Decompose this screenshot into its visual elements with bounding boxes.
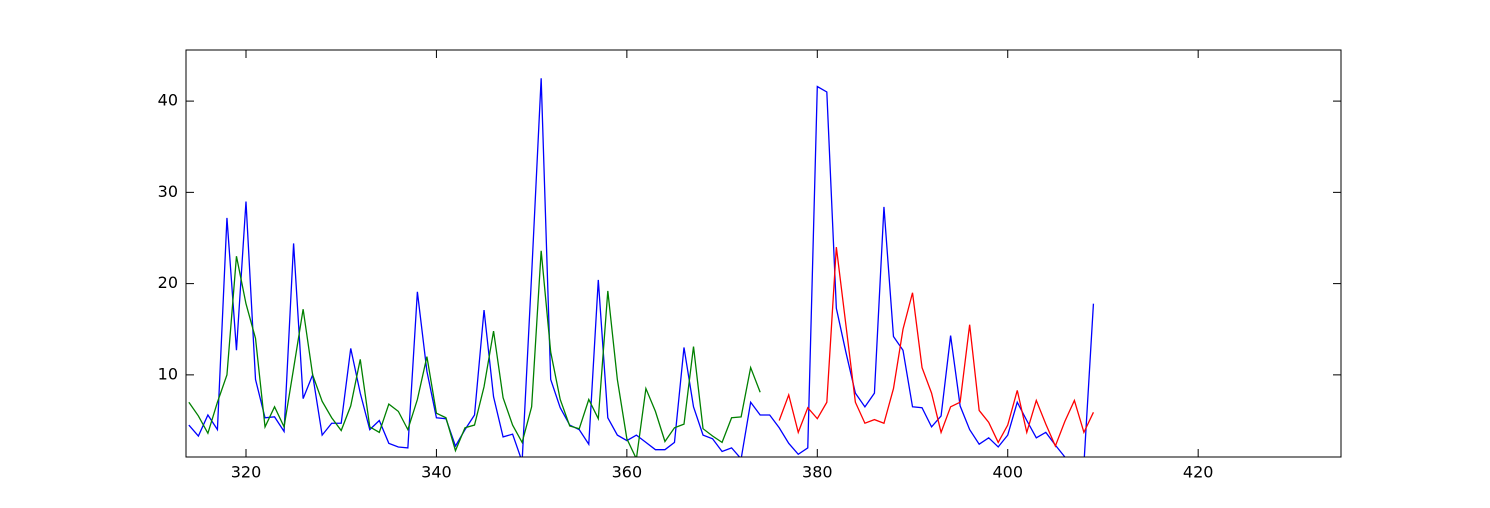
x-tick-label: 340 bbox=[421, 463, 452, 482]
x-tick-label: 380 bbox=[802, 463, 833, 482]
y-tick-label: 10 bbox=[158, 364, 178, 383]
x-tick-label: 360 bbox=[612, 463, 643, 482]
series-line bbox=[778, 247, 1095, 448]
series-line bbox=[188, 250, 761, 457]
y-tick-label: 20 bbox=[158, 273, 178, 292]
x-tick-label: 400 bbox=[992, 463, 1023, 482]
x-tick-label: 320 bbox=[231, 463, 262, 482]
plot-area bbox=[188, 78, 1095, 457]
y-tick-label: 30 bbox=[158, 182, 178, 201]
axes-frame bbox=[185, 49, 1342, 458]
series-line bbox=[188, 78, 1095, 457]
y-tick-label: 40 bbox=[158, 91, 178, 110]
x-tick-label: 420 bbox=[1183, 463, 1214, 482]
